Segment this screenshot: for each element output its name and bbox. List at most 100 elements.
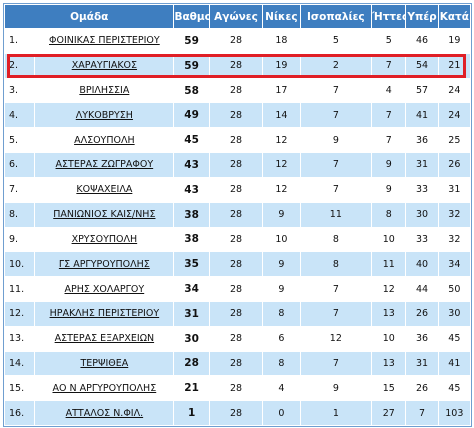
- games-cell: 28: [209, 252, 263, 277]
- points-cell: 45: [174, 128, 209, 153]
- team-link[interactable]: ΑΛΣΟΥΠΟΛΗ: [35, 128, 174, 153]
- wins-cell: 9: [263, 277, 300, 301]
- team-link[interactable]: ΛΥΚΟΒΡΥΣΗ: [35, 103, 174, 128]
- table-row: 1. ΦΟΙΝΙΚΑΣ ΠΕΡΙΣΤΕΡΙΟΥ 59 28 18 5 5 46 19: [5, 29, 470, 53]
- draws-cell: 12: [300, 326, 372, 351]
- team-link[interactable]: ΑΟ Ν ΑΡΓΥΡΟΥΠΟΛΗΣ: [35, 376, 174, 401]
- draws-cell: 7: [300, 277, 372, 301]
- draws-cell: 11: [300, 202, 372, 227]
- goals-for-cell: 26: [406, 376, 438, 401]
- games-cell: 28: [209, 53, 263, 78]
- goals-against-cell: 25: [438, 128, 470, 153]
- table-row: 15. ΑΟ Ν ΑΡΓΥΡΟΥΠΟΛΗΣ 21 28 4 9 15 26 45: [5, 376, 470, 401]
- goals-for-cell: 7: [406, 401, 438, 425]
- losses-cell: 27: [372, 401, 406, 425]
- table-row: 9. ΧΡΥΣΟΥΠΟΛΗ 38 28 10 8 10 33 32: [5, 227, 470, 252]
- header-goals-against[interactable]: Κατά: [438, 5, 470, 28]
- games-cell: 28: [209, 177, 263, 202]
- draws-cell: 2: [300, 53, 372, 78]
- team-link[interactable]: ΧΑΡΑΥΓΙΑΚΟΣ: [35, 53, 174, 78]
- draws-cell: 8: [300, 252, 372, 277]
- team-link[interactable]: ΤΕΡΨΙΘΕΑ: [35, 351, 174, 376]
- standings-table: Ομάδα Βαθμοί Αγώνες Νίκες Ισοπαλίες Ήττε…: [4, 4, 471, 426]
- goals-against-cell: 103: [438, 401, 470, 425]
- goals-for-cell: 26: [406, 301, 438, 326]
- points-cell: 43: [174, 177, 209, 202]
- header-goals-for[interactable]: Υπέρ: [406, 5, 438, 28]
- position-cell: 10.: [5, 252, 35, 277]
- position-cell: 13.: [5, 326, 35, 351]
- wins-cell: 14: [263, 103, 300, 128]
- losses-cell: 4: [372, 78, 406, 103]
- goals-against-cell: 34: [438, 252, 470, 277]
- losses-cell: 9: [372, 177, 406, 202]
- team-link[interactable]: ΚΟΨΑΧΕΙΛΑ: [35, 177, 174, 202]
- table-row: 12. ΗΡΑΚΛΗΣ ΠΕΡΙΣΤΕΡΙΟΥ 31 28 8 7 13 26 30: [5, 301, 470, 326]
- losses-cell: 8: [372, 202, 406, 227]
- losses-cell: 15: [372, 376, 406, 401]
- goals-against-cell: 24: [438, 78, 470, 103]
- team-link[interactable]: ΑΣΤΕΡΑΣ ΕΞΑΡΧΕΙΩΝ: [35, 326, 174, 351]
- header-games[interactable]: Αγώνες: [209, 5, 263, 28]
- games-cell: 28: [209, 153, 263, 177]
- position-cell: 5.: [5, 128, 35, 153]
- losses-cell: 7: [372, 53, 406, 78]
- team-link[interactable]: ΑΡΗΣ ΧΟΛΑΡΓΟΥ: [35, 277, 174, 301]
- draws-cell: 7: [300, 103, 372, 128]
- position-cell: 3.: [5, 78, 35, 103]
- goals-for-cell: 40: [406, 252, 438, 277]
- position-cell: 1.: [5, 29, 35, 53]
- goals-against-cell: 19: [438, 29, 470, 53]
- table-row: 2. ΧΑΡΑΥΓΙΑΚΟΣ 59 28 19 2 7 54 21: [5, 53, 470, 78]
- points-cell: 59: [174, 53, 209, 78]
- position-cell: 15.: [5, 376, 35, 401]
- goals-against-cell: 41: [438, 351, 470, 376]
- games-cell: 28: [209, 401, 263, 425]
- games-cell: 28: [209, 128, 263, 153]
- points-cell: 28: [174, 351, 209, 376]
- points-cell: 34: [174, 277, 209, 301]
- goals-against-cell: 26: [438, 153, 470, 177]
- losses-cell: 10: [372, 326, 406, 351]
- goals-for-cell: 30: [406, 202, 438, 227]
- header-points[interactable]: Βαθμοί: [174, 5, 209, 28]
- goals-for-cell: 57: [406, 78, 438, 103]
- losses-cell: 9: [372, 153, 406, 177]
- team-link[interactable]: ΑΣΤΕΡΑΣ ΖΩΓΡΑΦΟΥ: [35, 153, 174, 177]
- table-row: 16. ΑΤΤΑΛΟΣ Ν.ΦΙΛ. 1 28 0 1 27 7 103: [5, 401, 470, 425]
- position-cell: 8.: [5, 202, 35, 227]
- games-cell: 28: [209, 103, 263, 128]
- goals-against-cell: 21: [438, 53, 470, 78]
- header-wins[interactable]: Νίκες: [263, 5, 300, 28]
- header-team[interactable]: Ομάδα: [5, 5, 174, 28]
- wins-cell: 18: [263, 29, 300, 53]
- team-link[interactable]: ΧΡΥΣΟΥΠΟΛΗ: [35, 227, 174, 252]
- wins-cell: 12: [263, 177, 300, 202]
- table-row: 14. ΤΕΡΨΙΘΕΑ 28 28 8 7 13 31 41: [5, 351, 470, 376]
- points-cell: 58: [174, 78, 209, 103]
- standings-table-container: Ομάδα Βαθμοί Αγώνες Νίκες Ισοπαλίες Ήττε…: [3, 3, 472, 427]
- wins-cell: 10: [263, 227, 300, 252]
- games-cell: 28: [209, 227, 263, 252]
- goals-against-cell: 45: [438, 376, 470, 401]
- draws-cell: 7: [300, 153, 372, 177]
- table-row: 8. ΠΑΝΙΩΝΙΟΣ ΚΑΙΣ/ΝΗΣ 38 28 9 11 8 30 32: [5, 202, 470, 227]
- team-link[interactable]: ΠΑΝΙΩΝΙΟΣ ΚΑΙΣ/ΝΗΣ: [35, 202, 174, 227]
- goals-for-cell: 33: [406, 177, 438, 202]
- team-link[interactable]: ΓΣ ΑΡΓΥΡΟΥΠΟΛΗΣ: [35, 252, 174, 277]
- header-draws[interactable]: Ισοπαλίες: [300, 5, 372, 28]
- table-row: 5. ΑΛΣΟΥΠΟΛΗ 45 28 12 9 7 36 25: [5, 128, 470, 153]
- points-cell: 49: [174, 103, 209, 128]
- team-link[interactable]: ΗΡΑΚΛΗΣ ΠΕΡΙΣΤΕΡΙΟΥ: [35, 301, 174, 326]
- team-link[interactable]: ΦΟΙΝΙΚΑΣ ΠΕΡΙΣΤΕΡΙΟΥ: [35, 29, 174, 53]
- team-link[interactable]: ΒΡΙΛΗΣΣΙΑ: [35, 78, 174, 103]
- goals-for-cell: 36: [406, 326, 438, 351]
- header-losses[interactable]: Ήττες: [372, 5, 406, 28]
- position-cell: 12.: [5, 301, 35, 326]
- games-cell: 28: [209, 376, 263, 401]
- wins-cell: 19: [263, 53, 300, 78]
- team-link[interactable]: ΑΤΤΑΛΟΣ Ν.ΦΙΛ.: [35, 401, 174, 425]
- draws-cell: 7: [300, 351, 372, 376]
- table-row: 13. ΑΣΤΕΡΑΣ ΕΞΑΡΧΕΙΩΝ 30 28 6 12 10 36 45: [5, 326, 470, 351]
- draws-cell: 8: [300, 227, 372, 252]
